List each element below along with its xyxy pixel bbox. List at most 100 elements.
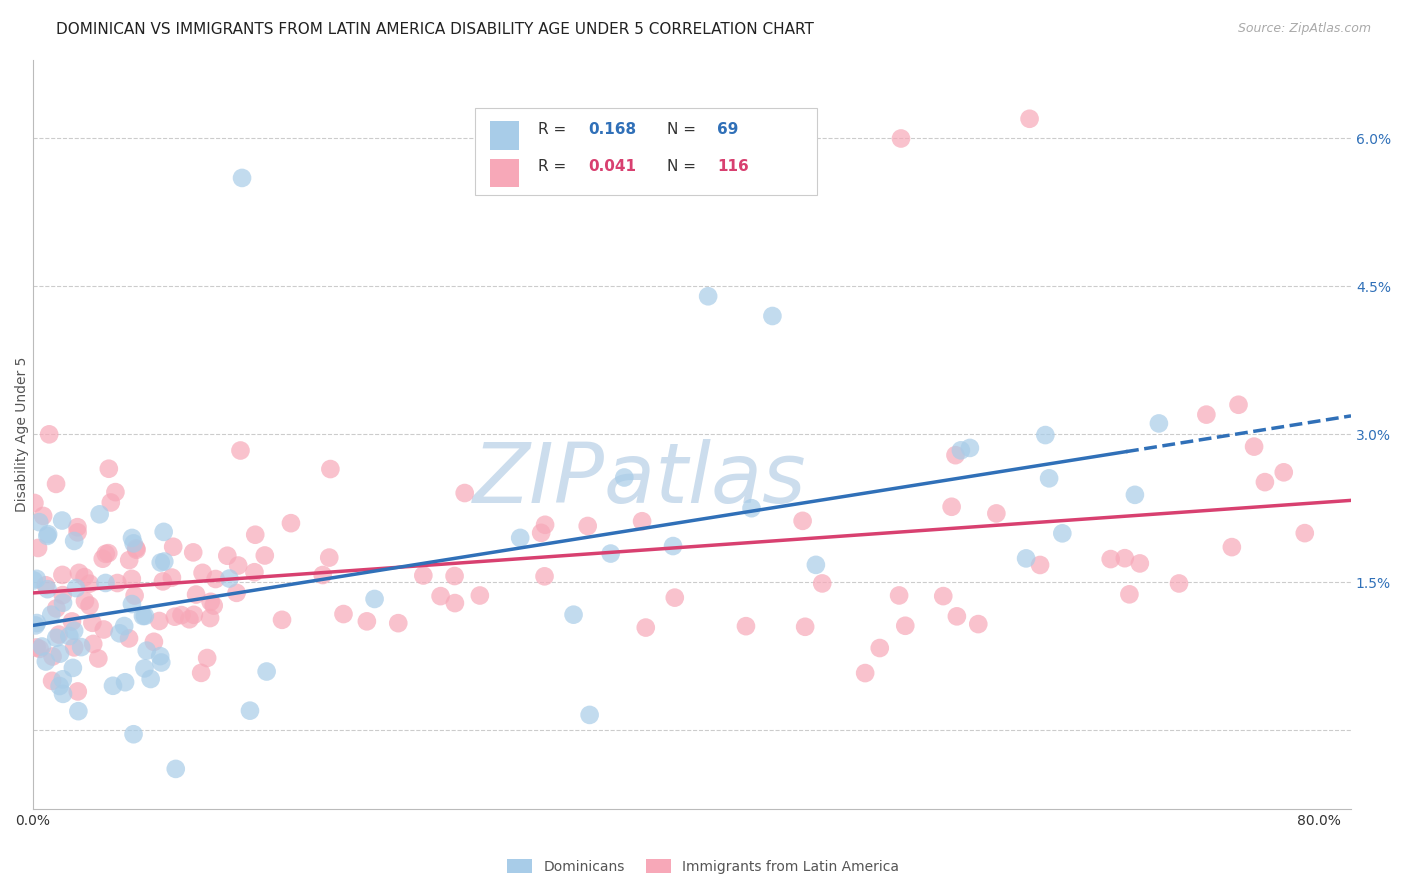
Point [225,586,247,600]
Point [318,550,340,565]
Point [181,545,204,559]
Point [51,514,73,528]
Point [1220,540,1243,554]
Point [32,508,55,523]
Point [39,607,62,622]
Point [530,525,553,540]
Point [1099,552,1122,566]
Text: DOMINICAN VS IMMIGRANTS FROM LATIN AMERICA DISABILITY AGE UNDER 5 CORRELATION CH: DOMINICAN VS IMMIGRANTS FROM LATIN AMERI… [56,22,814,37]
Point [218,572,240,586]
Point [1227,398,1250,412]
Point [429,589,451,603]
Point [45,631,67,645]
Point [73,570,96,584]
Point [945,448,967,462]
Point [804,558,827,572]
Point [22,496,45,510]
Point [101,679,124,693]
Text: 0.041: 0.041 [588,160,636,174]
Point [63,640,86,655]
Point [97,461,120,475]
Point [41,649,63,664]
Point [125,542,148,557]
Point [37,582,59,596]
Point [52,588,75,602]
Point [179,612,201,626]
Point [613,470,636,484]
Point [51,568,73,582]
Point [25,640,48,655]
Point [312,568,335,582]
Point [534,517,557,532]
Point [959,441,981,455]
Point [142,634,165,648]
Point [894,619,917,633]
Text: N =: N = [666,160,702,174]
Point [48,627,70,641]
Point [105,576,128,591]
Point [62,661,84,675]
Point [152,574,174,589]
Point [1123,488,1146,502]
Point [967,617,990,632]
Point [79,576,101,591]
Point [70,640,93,654]
Text: ZIPatlas: ZIPatlas [472,439,806,520]
Point [118,632,141,646]
Point [562,607,585,622]
Point [25,615,48,630]
Point [94,576,117,591]
Point [28,515,51,529]
Point [195,651,218,665]
Point [82,637,104,651]
Point [67,704,90,718]
Point [149,649,172,664]
Point [1052,526,1074,541]
Point [82,615,104,630]
Point [1147,417,1170,431]
Point [226,558,249,573]
Point [239,704,262,718]
Point [35,578,58,592]
Point [24,618,46,632]
Point [1129,557,1152,571]
Point [217,549,239,563]
Point [949,443,972,458]
Point [45,601,67,615]
Point [941,500,963,514]
Point [599,547,621,561]
Point [229,443,252,458]
Point [162,540,184,554]
Point [231,170,253,185]
Point [184,588,207,602]
Point [121,531,143,545]
Point [412,568,434,582]
Point [1243,440,1265,454]
Point [332,607,354,621]
Point [356,615,378,629]
Point [134,609,156,624]
Point [122,727,145,741]
Point [153,554,176,568]
Point [191,566,214,580]
Point [22,574,45,588]
Point [1272,466,1295,480]
Point [363,591,385,606]
Point [37,529,59,543]
Point [792,514,814,528]
Point [28,641,51,656]
Point [108,626,131,640]
Point [52,687,75,701]
Point [1294,526,1316,541]
Point [444,596,467,610]
Point [125,541,148,556]
Point [65,581,87,595]
Point [67,566,90,580]
Point [697,289,720,303]
Point [1035,428,1057,442]
Point [49,647,72,661]
Point [664,591,686,605]
Point [190,665,212,680]
Point [533,569,555,583]
Legend: Dominicans, Immigrants from Latin America: Dominicans, Immigrants from Latin Americ… [501,852,905,880]
